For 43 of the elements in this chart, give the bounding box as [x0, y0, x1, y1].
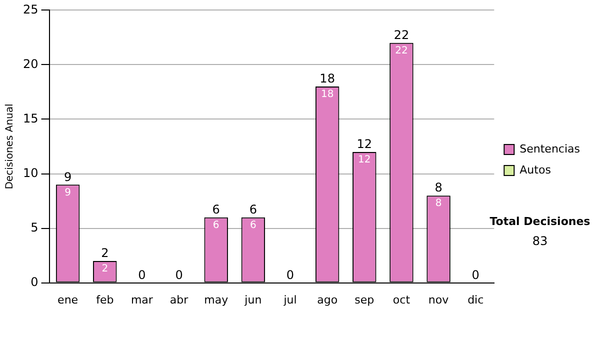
x-tick-label: abr	[170, 293, 189, 306]
data-label: 22	[395, 46, 408, 57]
x-tick-label: nov	[428, 293, 450, 306]
total-label: 18	[320, 72, 335, 86]
data-label: 12	[358, 154, 371, 166]
text: 83	[531, 234, 549, 248]
total-label: 22	[394, 28, 410, 42]
total-label: 0	[286, 268, 294, 282]
data-label: 6	[250, 220, 256, 231]
data-label: 18	[320, 89, 334, 100]
x-tick-label: feb	[96, 293, 114, 306]
y-tick-label: 0	[30, 274, 38, 289]
legend-label: Autos	[520, 163, 552, 176]
data-label: 8	[435, 198, 442, 210]
x-tick-label: mar	[130, 293, 154, 306]
x-tick-label: ene	[58, 293, 78, 306]
x-tick-label: oct	[392, 293, 411, 306]
x-tick-label: ago	[317, 293, 338, 306]
total-label: 6	[212, 202, 220, 216]
y-tick-label: 10	[22, 166, 38, 180]
y-tick-label: 15	[22, 111, 38, 126]
annotation: Total Decisiones	[488, 215, 592, 228]
total-label: 0	[138, 268, 146, 282]
total-label: 6	[249, 202, 257, 216]
data-label: 2	[102, 264, 108, 275]
total-label: 9	[64, 170, 72, 184]
x-tick-label: jun	[244, 293, 262, 306]
legend-label: Sentencias	[520, 142, 580, 156]
y-tick-label: 25	[22, 2, 38, 16]
x-tick-label: sep	[354, 293, 374, 306]
total-label: 0	[472, 268, 480, 282]
total-label: 8	[434, 180, 442, 195]
y-tick-label: 5	[30, 220, 38, 234]
x-tick-label: may	[204, 293, 229, 306]
x-tick-label: jul	[282, 293, 297, 306]
x-tick-label: dic	[468, 293, 484, 306]
total-label: 0	[175, 268, 183, 282]
data-label: 6	[212, 220, 220, 231]
data-label: 9	[64, 187, 71, 198]
y-axis-title: Decisiones Anual	[4, 104, 16, 190]
total-label: 2	[101, 246, 109, 260]
total-label: 12	[356, 137, 372, 152]
y-tick-label: 20	[22, 56, 38, 71]
